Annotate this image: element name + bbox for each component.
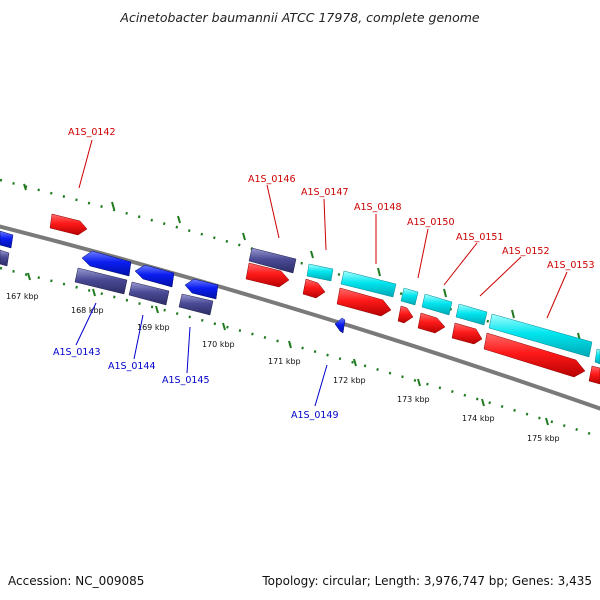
gene-label[interactable]: A1S_0142 — [68, 127, 116, 138]
gene-feature[interactable] — [248, 247, 297, 274]
inner-scale-major-ticks — [27, 272, 549, 426]
gene-label[interactable]: A1S_0150 — [407, 217, 455, 228]
genome-summary: Topology: circular; Length: 3,976,747 bp… — [262, 574, 592, 588]
gene-feature[interactable] — [588, 365, 600, 385]
gene-label[interactable]: A1S_0144 — [108, 361, 156, 372]
scale-label: 169 kbp — [137, 323, 170, 332]
blue-gene-track — [0, 230, 346, 334]
gene-feature[interactable] — [184, 278, 219, 300]
gene-label[interactable]: A1S_0153 — [547, 260, 595, 271]
gene-feature[interactable] — [594, 348, 600, 365]
cyan-gene-track — [306, 263, 600, 365]
map-title: Acinetobacter baumannii ATCC 17978, comp… — [120, 10, 480, 25]
gene-feature[interactable] — [340, 270, 397, 298]
gene-label[interactable]: A1S_0151 — [456, 232, 504, 243]
gene-feature[interactable] — [421, 293, 453, 316]
gene-feature[interactable] — [245, 262, 290, 288]
scale-label: 170 kbp — [202, 340, 235, 349]
scale-label: 167 kbp — [6, 292, 39, 301]
gene-feature[interactable] — [49, 213, 88, 236]
red-gene-track — [49, 213, 600, 385]
outer-scale-track — [0, 178, 600, 360]
scale-label: 174 kbp — [462, 414, 495, 423]
gene-feature[interactable] — [81, 250, 132, 277]
gene-feature[interactable] — [455, 303, 488, 326]
gene-feature[interactable] — [483, 332, 586, 378]
inner-scale-track — [0, 266, 600, 439]
forward-gene-labels: A1S_0142 A1S_0146 A1S_0147 A1S_0148 A1S_… — [68, 127, 595, 319]
gene-feature[interactable] — [397, 305, 414, 324]
gene-feature[interactable] — [178, 293, 214, 316]
gene-feature[interactable] — [451, 322, 483, 345]
gene-feature[interactable] — [488, 313, 593, 358]
gene-feature[interactable] — [74, 267, 128, 295]
genome-backbone — [0, 224, 600, 411]
scale-label: 173 kbp — [397, 395, 430, 404]
accession-label: Accession: NC_009085 — [8, 574, 145, 588]
gene-feature[interactable] — [134, 264, 175, 288]
gene-feature[interactable] — [334, 317, 346, 334]
gene-feature[interactable] — [128, 281, 170, 306]
gene-feature[interactable] — [0, 249, 10, 267]
gene-label[interactable]: A1S_0149 — [291, 410, 339, 421]
scale-label: 172 kbp — [333, 376, 366, 385]
reverse-gene-labels: A1S_0143 A1S_0144 A1S_0145 A1S_0149 — [53, 302, 339, 421]
gene-label[interactable]: A1S_0146 — [248, 174, 296, 185]
gene-label[interactable]: A1S_0147 — [301, 187, 349, 198]
outer-scale-major-ticks — [23, 183, 581, 342]
gene-label[interactable]: A1S_0143 — [53, 347, 101, 358]
gene-feature[interactable] — [400, 287, 419, 306]
gene-feature[interactable] — [302, 278, 326, 299]
gene-feature[interactable] — [0, 230, 14, 249]
purple-gene-track — [0, 247, 297, 316]
gene-feature[interactable] — [417, 312, 446, 334]
gene-feature[interactable] — [306, 263, 334, 282]
scale-label: 175 kbp — [527, 434, 560, 443]
gene-feature[interactable] — [336, 287, 392, 317]
scale-labels: 167 kbp 168 kbp 169 kbp 170 kbp 171 kbp … — [6, 292, 560, 443]
gene-label[interactable]: A1S_0145 — [162, 375, 210, 386]
gene-label[interactable]: A1S_0152 — [502, 246, 550, 257]
scale-label: 171 kbp — [268, 357, 301, 366]
gene-label[interactable]: A1S_0148 — [354, 202, 402, 213]
scale-label: 168 kbp — [71, 306, 104, 315]
